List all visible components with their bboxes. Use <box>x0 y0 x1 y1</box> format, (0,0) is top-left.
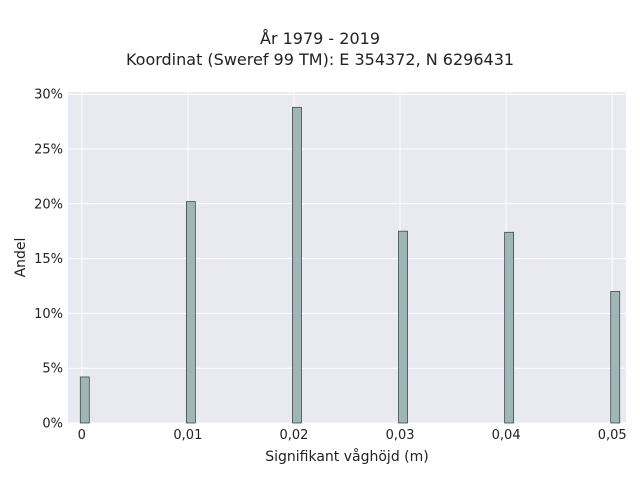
y-tick-label: 10% <box>34 307 63 322</box>
chart-subtitle: Koordinat (Sweref 99 TM): E 354372, N 62… <box>125 50 515 69</box>
x-tick-label: 0,04 <box>492 428 521 443</box>
y-tick-label: 0% <box>42 417 63 432</box>
bar <box>292 106 302 424</box>
bar <box>610 291 621 424</box>
x-tick-label: 0,05 <box>598 428 627 443</box>
x-tick-label: 0 <box>78 428 86 443</box>
x-tick-label: 0,01 <box>173 428 202 443</box>
x-tick-label: 0,02 <box>279 428 308 443</box>
y-tick-label: 25% <box>34 142 63 157</box>
bars <box>79 106 621 424</box>
y-tick-label: 15% <box>34 252 63 267</box>
y-tick-label: 20% <box>34 197 63 212</box>
y-tick-label: 30% <box>34 88 63 103</box>
x-axis-ticks: 0 0,01 0,02 0,03 0,04 0,05 <box>78 428 627 443</box>
bar <box>185 201 196 424</box>
y-axis-ticks: 0% 5% 10% 15% 20% 25% 30% <box>34 88 63 432</box>
bar <box>504 231 515 424</box>
plot-area <box>68 92 626 423</box>
chart-title: År 1979 - 2019 <box>260 29 380 48</box>
x-tick-label: 0,03 <box>386 428 415 443</box>
x-axis-label: Signifikant våghöjd (m) <box>265 448 428 465</box>
bar <box>398 230 408 424</box>
y-tick-label: 5% <box>42 362 63 377</box>
y-axis-label: Andel <box>13 238 29 278</box>
bar <box>79 376 90 424</box>
